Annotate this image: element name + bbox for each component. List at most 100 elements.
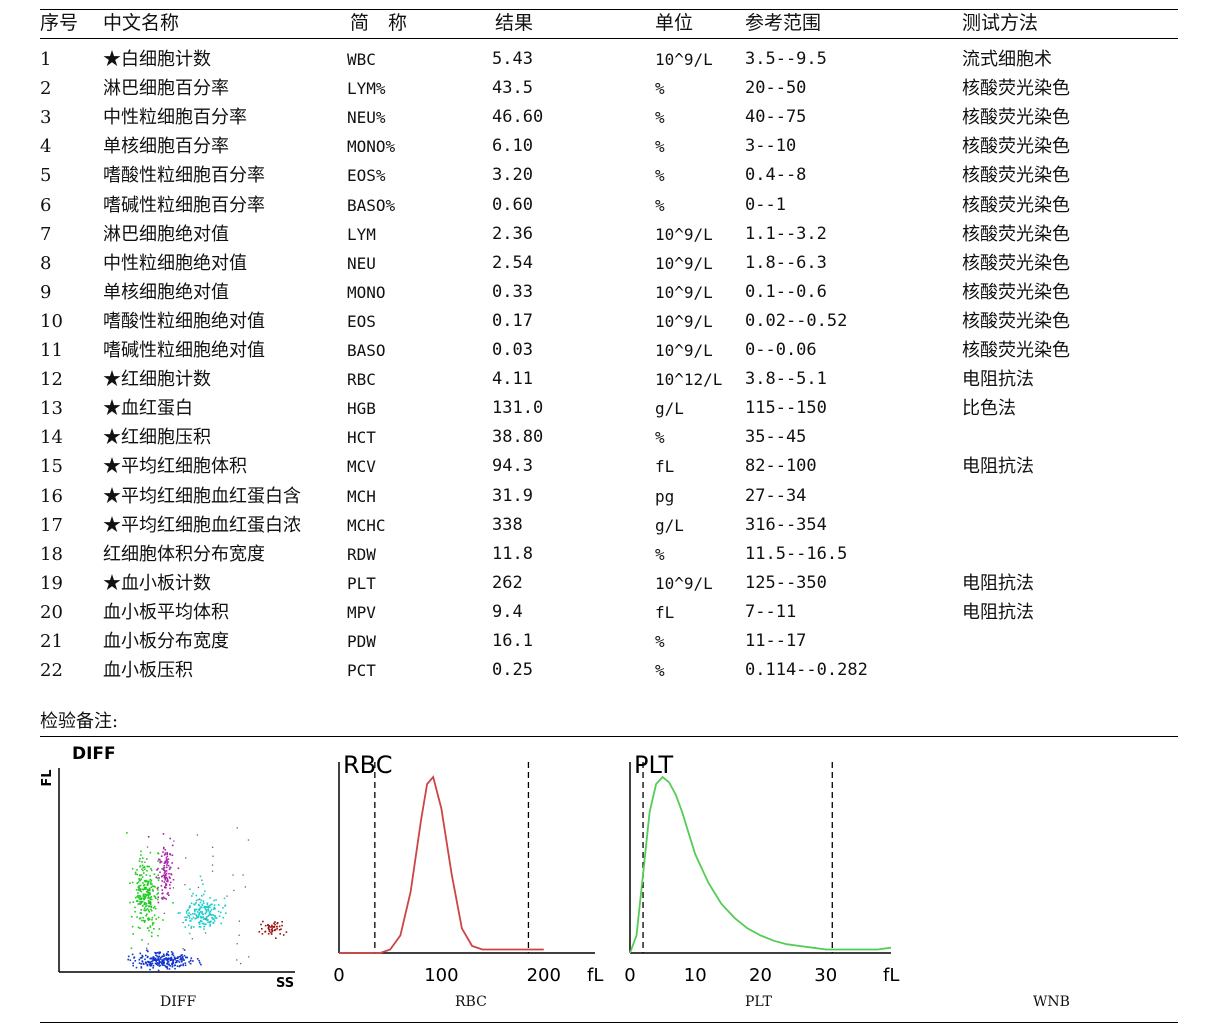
diff-point-blue xyxy=(172,952,174,955)
diff-point-cyan xyxy=(201,904,204,906)
diff-point-green xyxy=(143,903,145,906)
row-abbr: PLT xyxy=(347,573,376,593)
diff-point-green xyxy=(134,906,136,909)
diff-point-dark-red xyxy=(261,933,264,935)
diff-point-green xyxy=(148,897,151,899)
top-rule xyxy=(40,9,1178,10)
diff-point-cyan xyxy=(199,875,202,878)
diff-point-debris xyxy=(204,932,207,934)
row-unit: fL xyxy=(655,602,675,622)
diff-point-blue xyxy=(139,952,142,955)
diff-point-green xyxy=(140,898,143,901)
diff-point-purple xyxy=(165,861,167,864)
diff-point-green xyxy=(147,882,149,885)
diff-point-purple xyxy=(163,867,166,869)
diff-point-cyan xyxy=(188,912,190,914)
diff-point-cyan xyxy=(199,908,201,910)
diff-point-blue xyxy=(148,961,150,963)
diff-point-cyan xyxy=(209,912,211,915)
diff-point-green xyxy=(144,903,147,905)
diff-point-cyan xyxy=(208,911,211,914)
diff-point-debris xyxy=(232,874,234,876)
diff-point-green xyxy=(149,898,152,901)
row-result: 2.54 xyxy=(492,252,533,273)
diff-point-cyan xyxy=(190,913,192,916)
diff-point-blue xyxy=(149,968,151,971)
diff-point-blue xyxy=(167,957,170,959)
diff-point-blue xyxy=(155,963,158,965)
diff-point-blue xyxy=(141,957,143,959)
row-unit: 10^9/L xyxy=(655,253,713,273)
diff-point-cyan xyxy=(207,921,209,923)
diff-point-blue xyxy=(151,962,154,965)
row-ref: 7--11 xyxy=(745,601,797,622)
diff-point-green xyxy=(141,864,144,867)
diff-point-blue xyxy=(156,955,158,957)
diff-point-dark-red xyxy=(281,921,283,923)
row-result: 262 xyxy=(492,572,523,593)
diff-point-cyan xyxy=(201,920,203,923)
diff-point-debris xyxy=(146,947,148,949)
row-result: 131.0 xyxy=(492,398,544,419)
diff-point-green xyxy=(139,895,141,898)
diff-point-blue xyxy=(150,957,152,960)
diff-point-green xyxy=(157,860,159,862)
row-ref: 82--100 xyxy=(745,456,817,477)
row-unit: 10^9/L xyxy=(655,224,713,244)
diff-point-blue xyxy=(140,963,142,965)
diff-point-blue xyxy=(181,958,183,961)
diff-point-blue xyxy=(178,955,181,958)
diff-point-purple xyxy=(167,880,169,883)
diff-point-blue xyxy=(148,971,151,973)
diff-point-green xyxy=(139,884,142,887)
row-name: ★红细胞计数 xyxy=(103,369,211,391)
diff-point-blue xyxy=(179,956,182,958)
diff-point-green xyxy=(156,898,159,901)
row-method: 电阻抗法 xyxy=(962,456,1034,478)
row-method: 电阻抗法 xyxy=(962,601,1034,623)
diff-point-green xyxy=(151,888,154,891)
plt-tick-label: 30 xyxy=(814,965,837,986)
diff-point-blue xyxy=(171,962,174,965)
diff-point-purple xyxy=(165,859,168,862)
row-unit: 10^9/L xyxy=(655,311,713,331)
diff-point-blue xyxy=(162,955,164,957)
diff-point-blue xyxy=(163,961,165,964)
diff-point-cyan xyxy=(207,906,210,908)
diff-point-green xyxy=(154,886,156,888)
diff-point-blue xyxy=(146,949,148,952)
diff-point-cyan xyxy=(195,908,198,911)
diff-point-green xyxy=(143,865,146,868)
diff-point-purple xyxy=(164,870,166,872)
diff-point-cyan xyxy=(194,912,196,915)
diff-point-green xyxy=(145,890,148,893)
diff-point-cyan xyxy=(205,910,208,913)
diff-point-green xyxy=(147,890,149,892)
note-label: 检验备注: xyxy=(40,711,119,732)
diff-point-green xyxy=(153,873,156,875)
diff-point-dark-red xyxy=(274,929,277,931)
diff-point-dark-red xyxy=(281,924,283,927)
diff-point-blue xyxy=(165,966,167,968)
diff-point-debris xyxy=(149,902,151,904)
diff-point-green xyxy=(149,883,152,885)
diff-point-blue xyxy=(163,953,165,956)
diff-title: DIFF xyxy=(72,744,116,764)
diff-point-green xyxy=(145,914,147,917)
header-no: 序号 xyxy=(40,12,79,34)
diff-point-cyan xyxy=(201,895,203,897)
diff-point-blue xyxy=(183,949,186,951)
diff-point-green xyxy=(142,893,145,895)
diff-point-blue xyxy=(161,964,164,966)
diff-point-green xyxy=(139,927,141,929)
diff-point-green xyxy=(137,881,140,884)
row-unit: % xyxy=(655,108,665,128)
diff-point-purple xyxy=(160,860,163,863)
diff-point-purple xyxy=(163,846,165,849)
diff-point-green xyxy=(148,910,150,913)
diff-point-blue xyxy=(170,951,173,953)
row-unit: 10^9/L xyxy=(655,282,713,302)
diff-point-green xyxy=(148,900,150,903)
diff-point-cyan xyxy=(203,925,205,928)
diff-point-purple xyxy=(165,884,168,886)
